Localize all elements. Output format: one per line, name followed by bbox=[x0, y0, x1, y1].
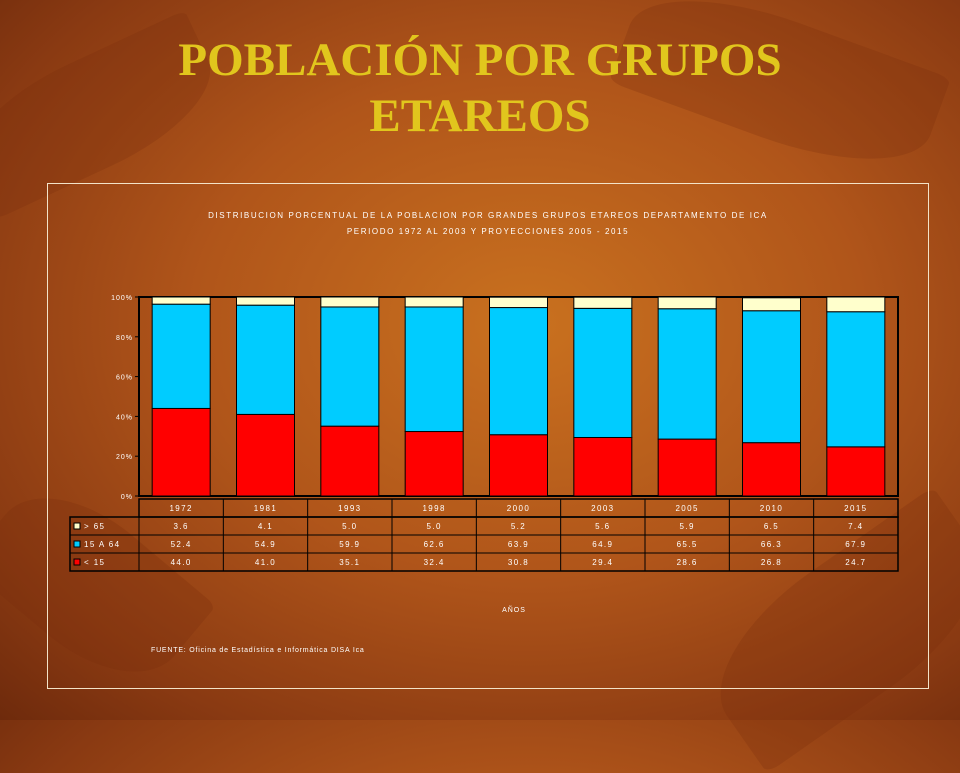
bar-segment bbox=[489, 434, 548, 497]
data-label: 30.8 bbox=[508, 558, 529, 567]
data-label: 5.9 bbox=[680, 522, 695, 531]
bar-segment bbox=[236, 413, 295, 497]
y-tick-label: 40% bbox=[116, 414, 133, 421]
bar-segment bbox=[742, 442, 801, 497]
bar-segment bbox=[151, 303, 211, 409]
bar-segment bbox=[742, 310, 801, 444]
data-label: 63.9 bbox=[508, 540, 529, 549]
bar-segment bbox=[151, 296, 211, 305]
x-tick-label: 1998 bbox=[422, 504, 445, 513]
bar-segment bbox=[320, 425, 380, 497]
data-label: 4.1 bbox=[258, 522, 273, 531]
bar-segment bbox=[573, 436, 633, 497]
legend-label: < 15 bbox=[84, 558, 105, 567]
bar-segment bbox=[573, 296, 633, 309]
legend-label: 15 A 64 bbox=[84, 540, 121, 549]
bar-segment bbox=[151, 407, 211, 497]
y-tick-label: 80% bbox=[116, 335, 133, 342]
legend-label: > 65 bbox=[84, 522, 105, 531]
x-tick-label: 1993 bbox=[338, 504, 361, 513]
data-label: 66.3 bbox=[761, 540, 782, 549]
data-label: 5.0 bbox=[427, 522, 442, 531]
data-label: 59.9 bbox=[339, 540, 360, 549]
data-label: 5.0 bbox=[342, 522, 357, 531]
data-label: 44.0 bbox=[171, 558, 192, 567]
x-tick-label: 2000 bbox=[507, 504, 530, 513]
bar-segment bbox=[236, 296, 295, 306]
data-label: 24.7 bbox=[845, 558, 866, 567]
bar-segment bbox=[320, 306, 380, 427]
bar-segment bbox=[404, 306, 464, 433]
slide-title: POBLACIÓN POR GRUPOS ETAREOS bbox=[0, 32, 960, 144]
data-table: 1972 1981 1993 1998 2000 2003 2005 2010 2015 > 65… bbox=[69, 498, 899, 572]
x-tick-label: 2010 bbox=[760, 504, 783, 513]
data-label: 7.4 bbox=[848, 522, 863, 531]
y-tick-label: 20% bbox=[116, 454, 133, 461]
data-label: 32.4 bbox=[424, 558, 445, 567]
data-label: 29.4 bbox=[592, 558, 613, 567]
data-label: 28.6 bbox=[677, 558, 698, 567]
slide-title-line-2: ETAREOS bbox=[369, 90, 591, 142]
bar-segment bbox=[320, 296, 380, 308]
data-label: 62.6 bbox=[424, 540, 445, 549]
legend-swatch bbox=[73, 522, 81, 530]
data-label: 52.4 bbox=[171, 540, 192, 549]
y-axis: 0% 20% 40% 60% 80% 100% bbox=[111, 295, 139, 501]
bar-segment bbox=[489, 307, 548, 436]
data-label: 26.8 bbox=[761, 558, 782, 567]
bar-segment bbox=[826, 311, 886, 448]
bar-segment bbox=[657, 438, 717, 497]
bar-segment bbox=[489, 296, 548, 309]
bar-segment bbox=[826, 446, 886, 497]
y-tick-label: 0% bbox=[121, 494, 133, 501]
bar-segment bbox=[236, 304, 295, 415]
data-label: 41.0 bbox=[255, 558, 276, 567]
y-tick-label: 100% bbox=[111, 295, 133, 302]
data-label: 54.9 bbox=[255, 540, 276, 549]
x-tick-label: 2003 bbox=[591, 504, 614, 513]
bar-segment bbox=[742, 297, 801, 312]
chart-frame: DISTRIBUCION PORCENTUAL DE LA POBLACION … bbox=[47, 183, 929, 689]
legend-swatch bbox=[73, 558, 81, 566]
data-label: 64.9 bbox=[592, 540, 613, 549]
chart-subtitle: PERIODO 1972 AL 2003 Y PROYECCIONES 2005… bbox=[347, 227, 629, 236]
y-tick-label: 60% bbox=[116, 375, 133, 382]
x-tick-label: 1981 bbox=[254, 504, 277, 513]
data-label: 5.6 bbox=[595, 522, 610, 531]
data-label: 67.9 bbox=[845, 540, 866, 549]
x-axis-label: AÑOS bbox=[502, 605, 526, 614]
bar-segment bbox=[404, 431, 464, 497]
bar-segment bbox=[826, 296, 886, 313]
stacked-bar-chart: DISTRIBUCION PORCENTUAL DE LA POBLACION … bbox=[69, 211, 899, 654]
bar-segment bbox=[573, 307, 633, 438]
x-tick-label: 1972 bbox=[169, 504, 192, 513]
bar-segment bbox=[657, 296, 717, 310]
data-label: 5.2 bbox=[511, 522, 526, 531]
bars bbox=[138, 296, 899, 497]
data-label: 65.5 bbox=[677, 540, 698, 549]
data-label: 6.5 bbox=[764, 522, 779, 531]
legend-swatch bbox=[73, 540, 81, 548]
source-note: FUENTE: Oficina de Estadística e Informá… bbox=[151, 647, 365, 654]
data-label: 3.6 bbox=[174, 522, 189, 531]
data-label: 35.1 bbox=[339, 558, 360, 567]
slide-title-line-1: POBLACIÓN POR GRUPOS bbox=[178, 34, 782, 86]
bar-segment bbox=[404, 296, 464, 308]
x-tick-label: 2005 bbox=[675, 504, 698, 513]
x-tick-label: 2015 bbox=[844, 504, 867, 513]
chart-title: DISTRIBUCION PORCENTUAL DE LA POBLACION … bbox=[208, 211, 768, 220]
bar-segment bbox=[657, 308, 717, 440]
